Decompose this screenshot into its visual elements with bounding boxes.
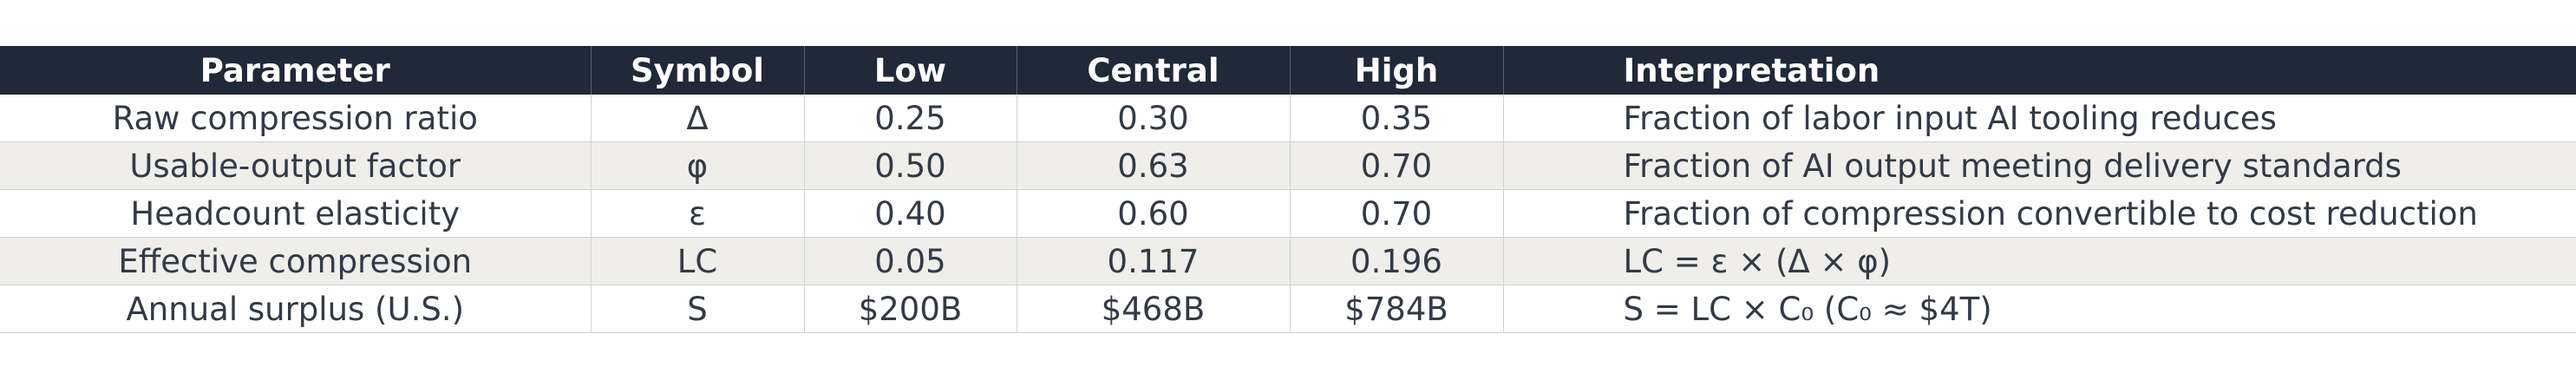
cell-high: 0.196 xyxy=(1290,237,1504,285)
header-interpretation: Interpretation xyxy=(1503,46,2576,95)
table-row: Raw compression ratio Δ 0.25 0.30 0.35 F… xyxy=(0,95,2576,142)
cell-low: 0.05 xyxy=(804,237,1017,285)
cell-central: 0.63 xyxy=(1017,141,1291,190)
header-low: Low xyxy=(804,46,1017,95)
cell-central: 0.30 xyxy=(1017,95,1291,142)
cell-symbol: Δ xyxy=(591,95,805,142)
parameter-table-container: Parameter Symbol Low Central High Interp… xyxy=(0,46,2576,333)
cell-low: 0.40 xyxy=(804,189,1017,238)
cell-interpretation: Fraction of labor input AI tooling reduc… xyxy=(1503,95,2576,142)
header-central: Central xyxy=(1017,46,1291,95)
cell-parameter: Effective compression xyxy=(0,237,592,285)
cell-high: 0.70 xyxy=(1290,141,1504,190)
cell-low: 0.50 xyxy=(804,141,1017,190)
table-row: Effective compression LC 0.05 0.117 0.19… xyxy=(0,237,2576,285)
cell-interpretation: Fraction of compression convertible to c… xyxy=(1503,189,2576,238)
header-parameter: Parameter xyxy=(0,46,592,95)
cell-symbol: S xyxy=(591,285,805,333)
header-high: High xyxy=(1290,46,1504,95)
cell-high: $784B xyxy=(1290,285,1504,333)
cell-interpretation: S = LC × C₀ (C₀ ≈ $4T) xyxy=(1503,285,2576,333)
cell-central: $468B xyxy=(1017,285,1291,333)
table-row: Annual surplus (U.S.) S $200B $468B $784… xyxy=(0,285,2576,333)
table-header: Parameter Symbol Low Central High Interp… xyxy=(0,46,2576,95)
cell-high: 0.70 xyxy=(1290,189,1504,238)
cell-interpretation: LC = ε × (Δ × φ) xyxy=(1503,237,2576,285)
cell-high: 0.35 xyxy=(1290,95,1504,142)
cell-low: 0.25 xyxy=(804,95,1017,142)
table-body: Raw compression ratio Δ 0.25 0.30 0.35 F… xyxy=(0,95,2576,333)
cell-parameter: Raw compression ratio xyxy=(0,95,592,142)
cell-central: 0.60 xyxy=(1017,189,1291,238)
cell-interpretation: Fraction of AI output meeting delivery s… xyxy=(1503,141,2576,190)
cell-parameter: Usable-output factor xyxy=(0,141,592,190)
cell-parameter: Annual surplus (U.S.) xyxy=(0,285,592,333)
header-row: Parameter Symbol Low Central High Interp… xyxy=(0,46,2576,95)
header-symbol: Symbol xyxy=(591,46,805,95)
parameter-table: Parameter Symbol Low Central High Interp… xyxy=(0,46,2576,333)
cell-central: 0.117 xyxy=(1017,237,1291,285)
cell-symbol: ε xyxy=(591,189,805,238)
table-row: Headcount elasticity ε 0.40 0.60 0.70 Fr… xyxy=(0,189,2576,238)
cell-parameter: Headcount elasticity xyxy=(0,189,592,238)
table-row: Usable-output factor φ 0.50 0.63 0.70 Fr… xyxy=(0,141,2576,190)
cell-symbol: φ xyxy=(591,141,805,190)
cell-low: $200B xyxy=(804,285,1017,333)
cell-symbol: LC xyxy=(591,237,805,285)
